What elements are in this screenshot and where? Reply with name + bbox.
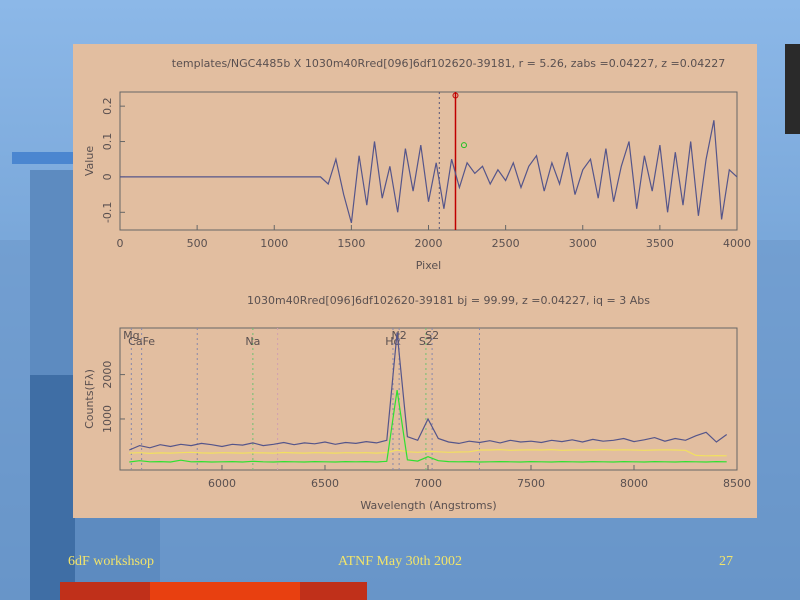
panel [73,44,757,518]
x-tick-label: 0 [117,237,124,250]
x-tick-label: 7500 [517,477,545,490]
y-tick-label: 1000 [101,405,114,433]
y-tick-label: 0.2 [101,97,114,115]
x-tick-label: 3500 [646,237,674,250]
x-tick-label: 6500 [311,477,339,490]
bar [150,582,300,600]
chart-title: 1030m40Rred[096]6df102620-39181 bj = 99.… [247,294,650,307]
x-axis-label: Pixel [416,259,441,272]
x-tick-label: 1500 [337,237,365,250]
x-tick-label: 500 [187,237,208,250]
page-number: 27 [719,554,733,569]
y-axis-label: Counts(Fλ) [83,369,96,429]
x-tick-label: 4000 [723,237,751,250]
x-axis-label: Wavelength (Angstroms) [360,499,496,512]
y-tick-label: -0.1 [101,202,114,223]
block [30,375,75,600]
block [12,152,82,164]
block [785,44,800,134]
marker-label: Na [245,335,260,348]
marker-label: Mg [123,329,139,342]
y-tick-label: 2000 [101,361,114,389]
x-tick-label: 6000 [208,477,236,490]
y-tick-label: 0 [101,173,114,180]
footer-left: 6dF workshsop [68,554,154,569]
point [460,142,467,149]
footer-center: ATNF May 30th 2002 [338,554,462,569]
x-tick-label: 8000 [620,477,648,490]
series-line [129,448,727,457]
point [452,92,459,99]
x-tick-label: 7000 [414,477,442,490]
series-line [120,120,738,224]
x-tick-label: 1000 [260,237,288,250]
marker-label: N2 [392,329,407,342]
series-line [129,390,727,463]
marker-label: S2 [425,329,439,342]
chart-title: templates/NGC4485b X 1030m40Rred[096]6df… [172,57,725,70]
marker-label: CaFe [128,335,155,348]
y-axis-label: Value [83,146,96,176]
x-tick-label: 8500 [723,477,751,490]
marker-label: S2 [419,335,433,348]
plot-frame [119,327,738,471]
x-tick-label: 2500 [492,237,520,250]
x-tick-label: 3000 [569,237,597,250]
y-tick-label: 0.1 [101,133,114,151]
series-line [129,332,728,451]
x-tick-label: 2000 [415,237,443,250]
